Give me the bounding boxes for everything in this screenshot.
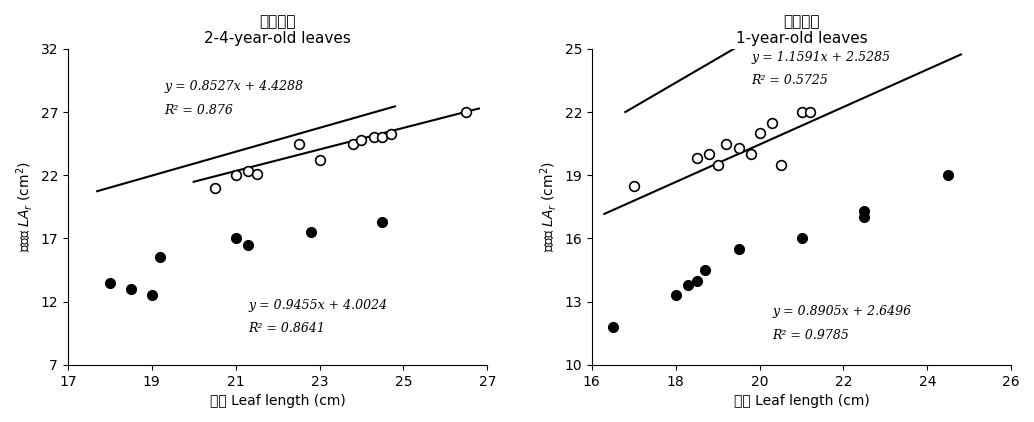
Text: R² = 0.8641: R² = 0.8641 [248,322,325,335]
Text: y = 1.1591x + 2.5285: y = 1.1591x + 2.5285 [751,51,890,64]
Y-axis label: 表面积 $LA_r$ (cm$^2$): 表面积 $LA_r$ (cm$^2$) [538,161,558,252]
Text: y = 0.8905x + 2.6496: y = 0.8905x + 2.6496 [772,306,911,319]
Text: R² = 0.9785: R² = 0.9785 [772,329,849,342]
X-axis label: 叶长 Leaf length (cm): 叶长 Leaf length (cm) [734,394,870,408]
Y-axis label: 表面积 $LA_r$ (cm$^2$): 表面积 $LA_r$ (cm$^2$) [13,161,35,252]
Title: 多年生叶
2-4-year-old leaves: 多年生叶 2-4-year-old leaves [204,14,351,46]
Text: y = 0.9455x + 4.0024: y = 0.9455x + 4.0024 [248,299,388,312]
Text: R² = 0.876: R² = 0.876 [164,104,233,117]
Text: R² = 0.5725: R² = 0.5725 [751,74,828,87]
Text: y = 0.8527x + 4.4288: y = 0.8527x + 4.4288 [164,80,303,93]
X-axis label: 叶长 Leaf length (cm): 叶长 Leaf length (cm) [210,394,345,408]
Title: 当年生叶
1-year-old leaves: 当年生叶 1-year-old leaves [735,14,868,46]
